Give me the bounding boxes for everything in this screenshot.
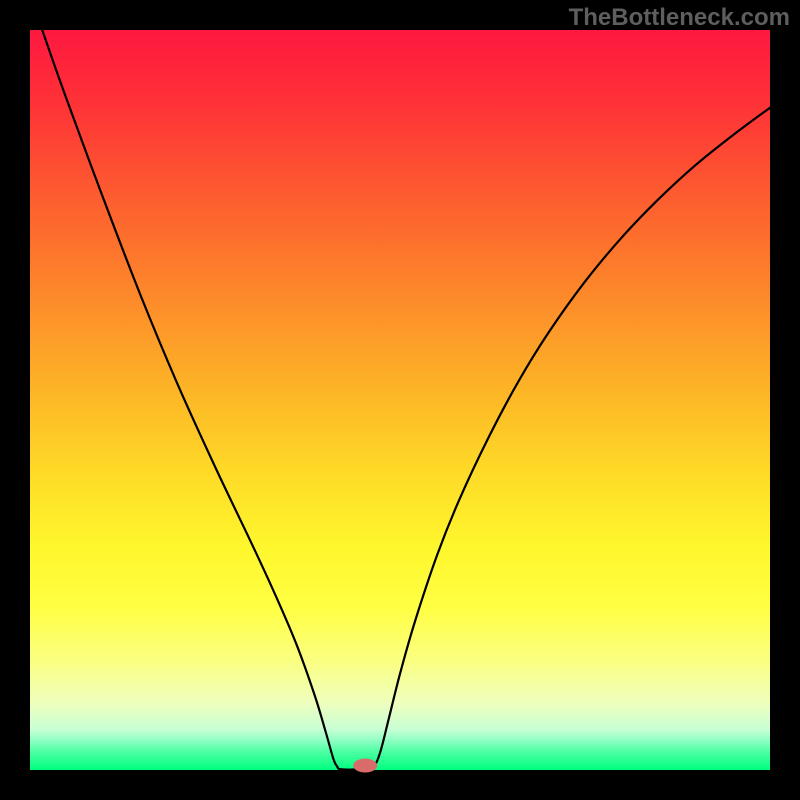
plot-background	[30, 30, 770, 770]
optimum-marker	[353, 759, 377, 773]
chart-container: TheBottleneck.com	[0, 0, 800, 800]
watermark-text: TheBottleneck.com	[569, 4, 790, 32]
chart-svg	[0, 0, 800, 800]
